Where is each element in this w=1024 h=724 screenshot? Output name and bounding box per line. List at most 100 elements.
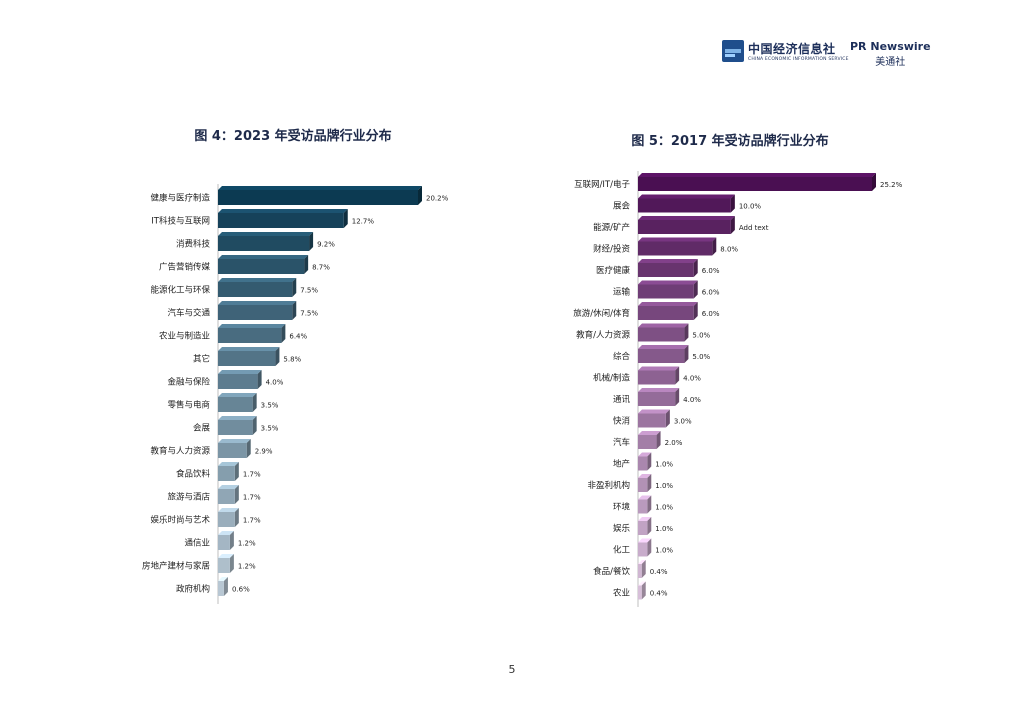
category-label: 食品/餐饮 bbox=[593, 566, 630, 577]
bar-side bbox=[252, 416, 257, 435]
bar-top bbox=[218, 462, 239, 466]
bar bbox=[218, 416, 257, 435]
bar-front bbox=[218, 397, 253, 412]
bar-front bbox=[218, 282, 293, 297]
category-label: 汽车与交通 bbox=[167, 308, 210, 319]
header-logos: 中国经济信息社 CHINA ECONOMIC INFORMATION SERVI… bbox=[722, 40, 962, 72]
value-label: 1.7% bbox=[243, 471, 261, 479]
bar-front bbox=[638, 220, 731, 234]
bar bbox=[638, 474, 652, 492]
prn-subtitle: 美通社 bbox=[875, 57, 906, 68]
bar-top bbox=[218, 301, 297, 305]
bar bbox=[638, 173, 876, 191]
category-label: 机械/制造 bbox=[593, 373, 630, 384]
bar-top bbox=[638, 495, 652, 500]
bar-front bbox=[218, 351, 276, 366]
bar-side bbox=[730, 194, 735, 213]
chart-title: 图 5：2017 年受访品牌行业分布 bbox=[631, 133, 828, 149]
bar-front bbox=[638, 306, 694, 320]
bar-top bbox=[638, 538, 652, 543]
chart-title: 图 4：2023 年受访品牌行业分布 bbox=[194, 128, 391, 144]
bar-front bbox=[218, 236, 310, 251]
bar-side bbox=[693, 280, 698, 299]
bar-top bbox=[218, 554, 234, 558]
category-label: 展会 bbox=[613, 201, 631, 212]
bar-top bbox=[218, 324, 286, 328]
bar-side bbox=[252, 393, 257, 412]
value-label: 5.0% bbox=[692, 353, 710, 361]
bar-front bbox=[218, 305, 293, 320]
bar-top bbox=[638, 560, 646, 564]
value-label: 1.7% bbox=[243, 517, 261, 525]
bar-side bbox=[656, 431, 661, 449]
bar bbox=[218, 209, 348, 228]
cei-logo: 中国经济信息社 CHINA ECONOMIC INFORMATION SERVI… bbox=[722, 40, 849, 62]
bar-front bbox=[638, 413, 666, 428]
bar-side bbox=[304, 255, 309, 274]
bar-front bbox=[218, 259, 305, 274]
bar-front bbox=[638, 263, 694, 277]
category-label: 消费科技 bbox=[176, 239, 211, 250]
value-label: 6.0% bbox=[702, 267, 720, 275]
category-label: 娱乐 bbox=[613, 523, 631, 534]
category-label: 综合 bbox=[613, 351, 631, 362]
value-label: 6.0% bbox=[702, 310, 720, 318]
value-label: 1.0% bbox=[655, 547, 673, 555]
category-label: 财经/投资 bbox=[593, 244, 630, 255]
bar-side bbox=[343, 209, 348, 228]
bar bbox=[638, 388, 680, 406]
value-label: 4.0% bbox=[266, 379, 284, 387]
value-label: 8.0% bbox=[720, 246, 738, 254]
bar-top bbox=[218, 531, 234, 535]
bar-top bbox=[218, 278, 297, 282]
bar-top bbox=[638, 474, 652, 478]
bar-front bbox=[218, 328, 282, 343]
bar-side bbox=[872, 173, 876, 191]
bar-front bbox=[638, 478, 648, 492]
bar-side bbox=[684, 323, 689, 342]
bar-top bbox=[218, 508, 239, 512]
bar-side bbox=[647, 474, 652, 492]
value-label: 1.2% bbox=[238, 563, 256, 571]
bar-front bbox=[218, 466, 235, 481]
bar-top bbox=[638, 431, 661, 435]
bar bbox=[218, 554, 234, 573]
value-label: 6.4% bbox=[289, 333, 307, 341]
bar-side bbox=[647, 452, 652, 471]
bar-top bbox=[638, 259, 698, 263]
bar-top bbox=[218, 439, 251, 443]
bar bbox=[638, 452, 652, 471]
value-label: 10.0% bbox=[739, 203, 762, 211]
bar-top bbox=[638, 581, 646, 586]
category-label: 能源化工与环保 bbox=[150, 285, 210, 296]
category-label: 农业 bbox=[613, 588, 630, 599]
bar bbox=[218, 255, 309, 274]
bar bbox=[638, 323, 689, 342]
bar-top bbox=[638, 302, 698, 306]
bar-side bbox=[292, 278, 297, 297]
value-label: 12.7% bbox=[352, 218, 375, 226]
bar-front bbox=[218, 512, 235, 527]
bar-front bbox=[218, 443, 247, 458]
bar-top bbox=[638, 517, 652, 521]
bar-side bbox=[418, 186, 422, 205]
bar-top bbox=[638, 216, 735, 220]
bar-side bbox=[730, 216, 735, 234]
category-label: 教育/人力资源 bbox=[576, 330, 630, 341]
bar bbox=[218, 301, 297, 320]
value-label: 3.5% bbox=[261, 402, 279, 410]
bar-front bbox=[218, 420, 253, 435]
bar-front bbox=[638, 349, 685, 363]
bar bbox=[638, 302, 698, 320]
bar-front bbox=[218, 190, 418, 205]
bar-top bbox=[218, 577, 228, 581]
value-label: 0.6% bbox=[232, 586, 250, 594]
bar-top bbox=[218, 416, 257, 420]
category-label: 零售与电商 bbox=[167, 400, 210, 411]
category-label: 化工 bbox=[613, 545, 631, 556]
bar bbox=[638, 581, 646, 600]
value-label: 0.4% bbox=[650, 590, 668, 598]
bar bbox=[638, 194, 735, 213]
cei-subtitle: CHINA ECONOMIC INFORMATION SERVICE bbox=[748, 57, 849, 62]
